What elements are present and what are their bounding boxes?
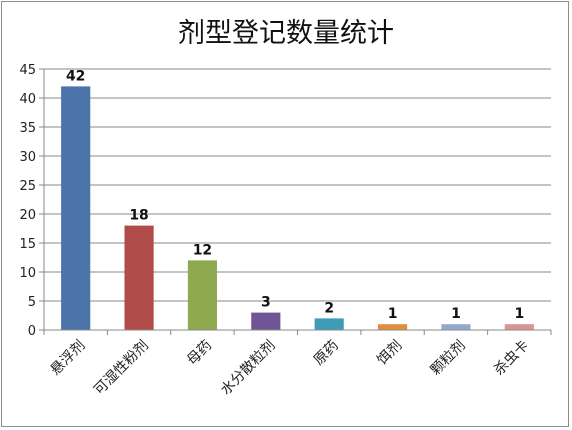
data-label: 3 bbox=[261, 295, 271, 311]
gridlines bbox=[44, 68, 551, 302]
x-category-label: 可湿性粉剂 bbox=[91, 338, 152, 399]
y-tick-label: 15 bbox=[19, 237, 36, 252]
data-label: 12 bbox=[193, 242, 212, 258]
bar-1 bbox=[61, 86, 91, 331]
chart-title: 剂型登记数量统计 bbox=[178, 18, 394, 49]
bars bbox=[61, 86, 534, 331]
bar-3 bbox=[187, 260, 218, 330]
bar-8 bbox=[504, 324, 534, 330]
y-tick-label: 40 bbox=[19, 92, 36, 107]
bar-7 bbox=[441, 324, 471, 330]
data-label: 1 bbox=[514, 306, 524, 322]
y-tick-label: 10 bbox=[19, 266, 36, 281]
data-label: 1 bbox=[451, 306, 461, 322]
y-tick-label: 25 bbox=[19, 179, 36, 194]
y-tick-label: 20 bbox=[19, 208, 36, 223]
y-tick-label: 45 bbox=[19, 63, 36, 78]
x-category-label: 颗粒剂 bbox=[428, 338, 469, 379]
y-tick-label: 5 bbox=[28, 295, 36, 310]
bar-6 bbox=[377, 324, 408, 330]
bar-5 bbox=[314, 318, 344, 330]
data-label: 18 bbox=[129, 208, 148, 224]
bar-2 bbox=[124, 225, 154, 330]
x-category-label: 水分散粒剂 bbox=[218, 338, 279, 399]
data-label: 42 bbox=[66, 68, 85, 84]
x-category-label: 原药 bbox=[311, 338, 342, 369]
y-tick-label: 30 bbox=[19, 150, 36, 165]
bar-4 bbox=[251, 312, 281, 330]
x-category-label: 杀虫卡 bbox=[491, 338, 532, 379]
x-category-label: 悬浮剂 bbox=[48, 338, 89, 379]
y-tick-label: 0 bbox=[28, 324, 36, 339]
x-axis-categories: 悬浮剂 可湿性粉剂 母药 水分散粒剂 原药 饵剂 颗粒剂 杀虫卡 bbox=[43, 330, 552, 399]
data-label: 2 bbox=[324, 300, 334, 316]
data-labels: 42 18 12 3 2 1 1 1 bbox=[66, 68, 524, 322]
y-axis-ticks: 0 5 10 15 20 25 30 35 40 45 bbox=[19, 63, 44, 339]
x-category-label: 母药 bbox=[184, 338, 215, 369]
data-label: 1 bbox=[388, 306, 398, 322]
y-tick-label: 35 bbox=[19, 121, 36, 136]
x-category-label: 饵剂 bbox=[374, 338, 405, 369]
